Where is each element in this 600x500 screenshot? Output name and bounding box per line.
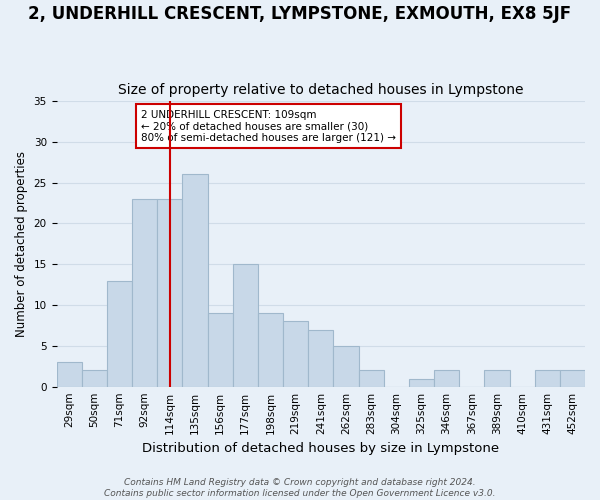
Text: 2 UNDERHILL CRESCENT: 109sqm
← 20% of detached houses are smaller (30)
80% of se: 2 UNDERHILL CRESCENT: 109sqm ← 20% of de… [141, 110, 396, 142]
Bar [208, 313, 233, 386]
Bar [334, 346, 359, 387]
Bar [434, 370, 459, 386]
X-axis label: Distribution of detached houses by size in Lympstone: Distribution of detached houses by size … [142, 442, 499, 455]
Bar [409, 378, 434, 386]
Text: 2, UNDERHILL CRESCENT, LYMPSTONE, EXMOUTH, EX8 5JF: 2, UNDERHILL CRESCENT, LYMPSTONE, EXMOUT… [28, 5, 572, 23]
Bar [56, 362, 82, 386]
Bar [82, 370, 107, 386]
Bar [258, 313, 283, 386]
Bar [560, 370, 585, 386]
Bar [484, 370, 509, 386]
Bar [359, 370, 383, 386]
Title: Size of property relative to detached houses in Lympstone: Size of property relative to detached ho… [118, 83, 524, 97]
Bar [107, 280, 132, 386]
Bar [182, 174, 208, 386]
Bar [283, 322, 308, 386]
Y-axis label: Number of detached properties: Number of detached properties [15, 151, 28, 337]
Bar [535, 370, 560, 386]
Bar [132, 199, 157, 386]
Text: Contains HM Land Registry data © Crown copyright and database right 2024.
Contai: Contains HM Land Registry data © Crown c… [104, 478, 496, 498]
Bar [308, 330, 334, 386]
Bar [233, 264, 258, 386]
Bar [157, 199, 182, 386]
